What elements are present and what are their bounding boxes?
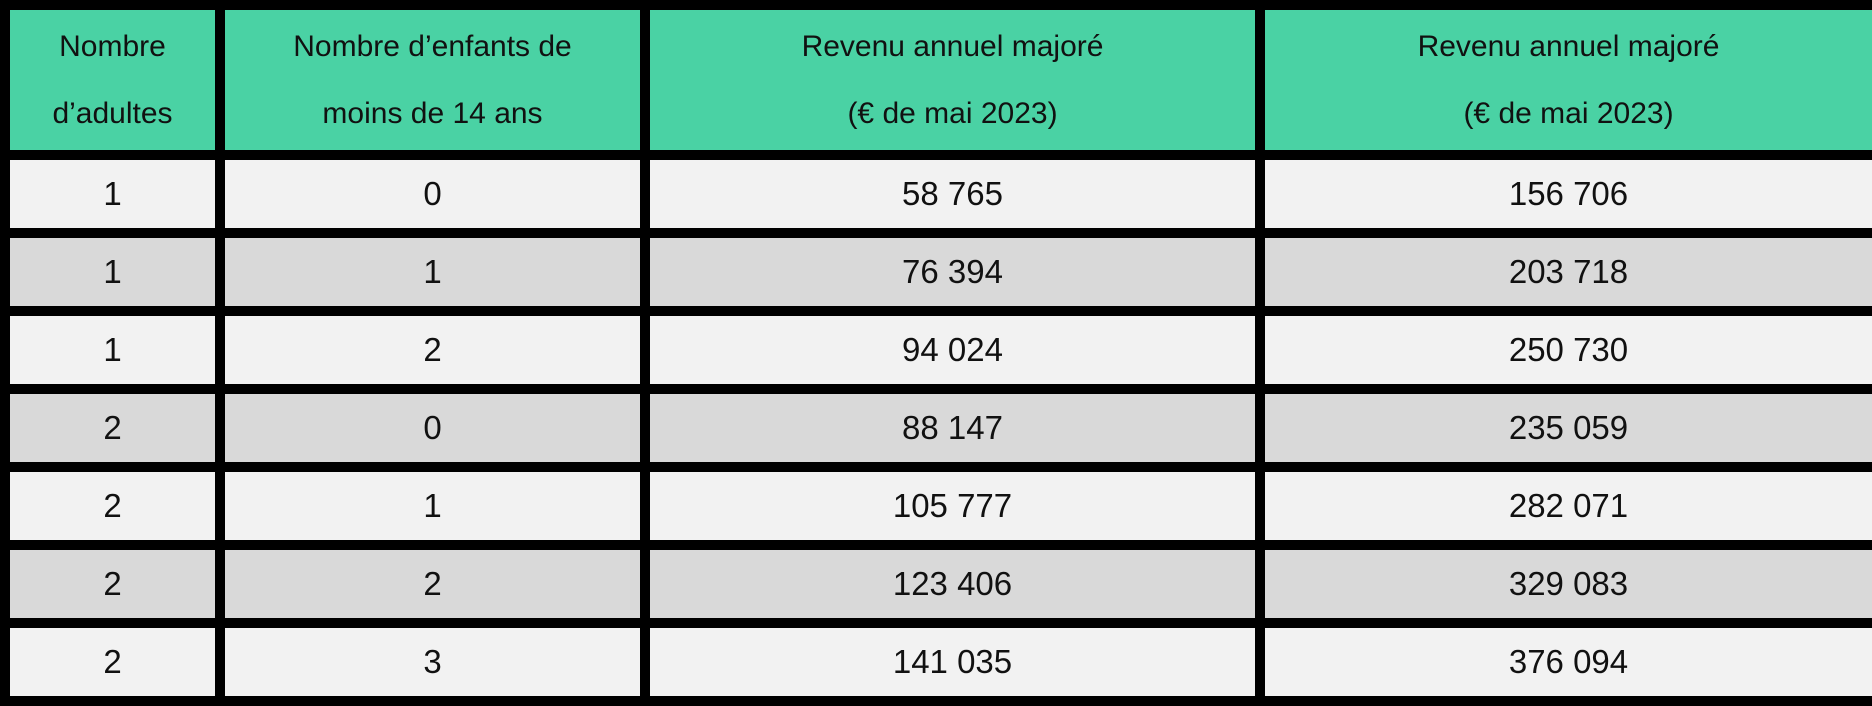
header-adults-line2: d’adultes [52,97,173,130]
table-row: 2 1 105 777 282 071 [0,462,1872,550]
cell-income-a: 123 406 [640,540,1265,628]
header-income-b-line1: Revenu annuel majoré [1417,30,1720,63]
cell-children: 2 [215,540,650,628]
cell-income-a: 141 035 [640,618,1265,706]
cell-income-b: 329 083 [1255,540,1872,628]
table-header: Nombre d’adultes Nombre d’enfants de moi… [0,0,1872,160]
cell-income-b: 203 718 [1255,228,1872,316]
cell-income-b: 156 706 [1255,150,1872,238]
table-row: 1 2 94 024 250 730 [0,306,1872,394]
cell-income-b: 282 071 [1255,462,1872,550]
header-cell-adults: Nombre d’adultes [0,0,225,160]
header-row: Nombre d’adultes Nombre d’enfants de moi… [0,0,1872,160]
cell-income-a: 88 147 [640,384,1265,472]
table-body: 1 0 58 765 156 706 1 1 76 394 203 718 1 … [0,150,1872,706]
header-income-b-line2: (€ de mai 2023) [1463,97,1674,130]
cell-adults: 1 [0,150,225,238]
cell-income-b: 376 094 [1255,618,1872,706]
cell-adults: 2 [0,540,225,628]
table-row: 2 2 123 406 329 083 [0,540,1872,628]
cell-children: 0 [215,384,650,472]
header-adults-line1: Nombre [59,30,166,63]
cell-income-b: 250 730 [1255,306,1872,394]
cell-adults: 2 [0,618,225,706]
cell-adults: 2 [0,462,225,550]
table-row: 1 1 76 394 203 718 [0,228,1872,316]
cell-adults: 1 [0,228,225,316]
cell-income-b: 235 059 [1255,384,1872,472]
header-cell-income-a: Revenu annuel majoré (€ de mai 2023) [640,0,1265,160]
cell-children: 1 [215,228,650,316]
header-children-line1: Nombre d’enfants de [293,30,572,63]
cell-income-a: 76 394 [640,228,1265,316]
cell-income-a: 94 024 [640,306,1265,394]
header-income-a-line1: Revenu annuel majoré [801,30,1104,63]
cell-children: 0 [215,150,650,238]
header-cell-children: Nombre d’enfants de moins de 14 ans [215,0,650,160]
cell-adults: 2 [0,384,225,472]
cell-income-a: 58 765 [640,150,1265,238]
header-children-line2: moins de 14 ans [322,97,543,130]
cell-adults: 1 [0,306,225,394]
cell-children: 3 [215,618,650,706]
cell-children: 2 [215,306,650,394]
header-cell-income-b: Revenu annuel majoré (€ de mai 2023) [1255,0,1872,160]
header-income-a-line2: (€ de mai 2023) [847,97,1058,130]
table-row: 2 3 141 035 376 094 [0,618,1872,706]
table-row: 1 0 58 765 156 706 [0,150,1872,238]
cell-children: 1 [215,462,650,550]
table-row: 2 0 88 147 235 059 [0,384,1872,472]
cell-income-a: 105 777 [640,462,1265,550]
